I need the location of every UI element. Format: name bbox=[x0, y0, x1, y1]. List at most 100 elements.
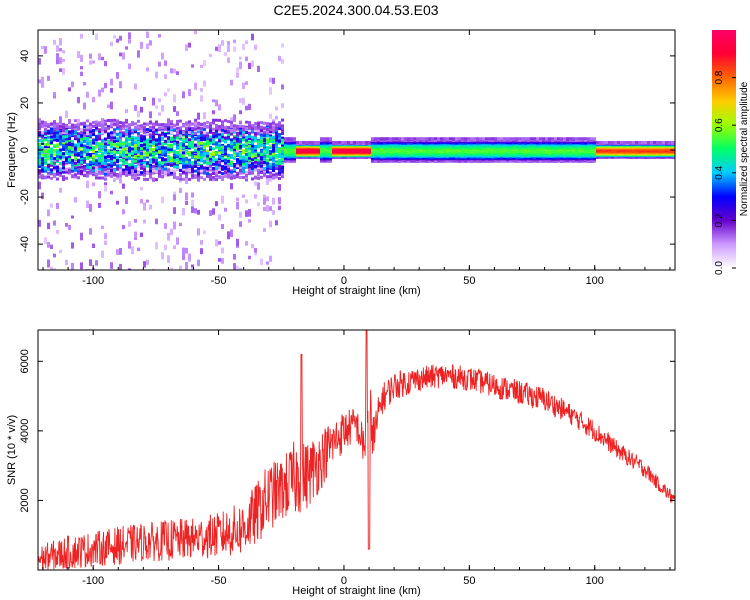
spectrogram-cell bbox=[146, 128, 149, 132]
spectrogram-cell bbox=[137, 171, 140, 175]
spectrogram-cell bbox=[182, 146, 185, 150]
spectrogram-cell bbox=[209, 53, 212, 58]
spectrogram-cell bbox=[245, 152, 248, 156]
spectrogram-cell bbox=[263, 162, 266, 166]
spectrogram-cell bbox=[140, 166, 143, 170]
spectrogram-cell bbox=[236, 238, 239, 246]
spectrogram-cell bbox=[155, 128, 158, 132]
spectrogram-cell bbox=[83, 131, 86, 135]
spectrogram-cell bbox=[158, 112, 161, 116]
spectrogram-cell bbox=[209, 152, 212, 156]
spectrogram-cell bbox=[254, 133, 257, 137]
spectrogram-cell bbox=[71, 175, 74, 179]
spectrogram-cell bbox=[80, 141, 83, 145]
spectrogram-cell bbox=[179, 160, 182, 164]
spectrogram-cell bbox=[224, 125, 227, 129]
spectrogram-cell bbox=[146, 122, 149, 126]
spectrogram-cell bbox=[218, 137, 221, 141]
spectrogram-cell bbox=[278, 139, 281, 143]
spectrogram-cell bbox=[254, 137, 257, 141]
spectrogram-cell bbox=[395, 137, 398, 141]
spectrogram-cell bbox=[71, 262, 74, 270]
spectrogram-cell bbox=[68, 134, 71, 138]
spectrogram-cell bbox=[137, 127, 140, 131]
spectrogram-cell bbox=[140, 164, 143, 168]
spectrogram-cell bbox=[74, 168, 77, 172]
spectrogram-cell bbox=[248, 168, 251, 172]
spectrogram-cell bbox=[221, 178, 224, 182]
spectrogram-cell bbox=[44, 124, 47, 128]
spectrogram-cell bbox=[170, 120, 173, 124]
spectrogram-cell bbox=[410, 137, 413, 141]
spectrogram-cell bbox=[374, 137, 377, 141]
spectrogram-cell bbox=[110, 118, 113, 122]
spectrogram-cell bbox=[179, 154, 182, 158]
spectrogram-cell bbox=[197, 158, 200, 162]
spectrogram-cell bbox=[188, 133, 191, 137]
spectrogram-cell bbox=[110, 101, 113, 110]
spectrogram-cell bbox=[62, 125, 65, 129]
spectrogram-cell bbox=[263, 194, 266, 200]
spectrogram-cell bbox=[230, 120, 233, 124]
spectrogram-cell bbox=[134, 129, 137, 133]
spectrogram-cell bbox=[158, 136, 161, 140]
spectrogram-cell bbox=[197, 142, 200, 146]
spectrogram-cell bbox=[122, 161, 125, 165]
spectrogram-cell bbox=[248, 154, 251, 158]
spectrogram-cell bbox=[248, 134, 251, 138]
spectrogram-cell bbox=[257, 176, 260, 180]
spectrogram-cell bbox=[254, 44, 257, 50]
spectrogram-cell bbox=[260, 156, 263, 160]
spectrogram-cell bbox=[98, 89, 101, 97]
spectrogram-cell bbox=[44, 159, 47, 163]
spectrogram-cell bbox=[116, 122, 119, 126]
spectrogram-cell bbox=[110, 190, 113, 195]
spectrogram-cell bbox=[248, 218, 251, 223]
spectrogram-cell bbox=[248, 171, 251, 175]
spectrogram-cell bbox=[98, 191, 101, 199]
spectrogram-cell bbox=[182, 247, 185, 255]
spectrogram-cell bbox=[44, 166, 47, 170]
spectrogram-cell bbox=[101, 157, 104, 161]
spectrogram-cell bbox=[278, 124, 281, 128]
spectrogram-cell bbox=[104, 165, 107, 169]
spectrogram-cell bbox=[86, 165, 89, 169]
spectrogram-cell bbox=[455, 137, 458, 141]
spectrogram-cell bbox=[239, 171, 242, 175]
spectrogram-cell bbox=[182, 164, 185, 168]
spectrogram-cell bbox=[281, 147, 284, 153]
spectrogram-cell bbox=[329, 137, 332, 141]
spectrogram-cell bbox=[203, 122, 206, 126]
spectrogram-cell bbox=[134, 136, 137, 140]
spectrogram-cell bbox=[86, 148, 89, 152]
spectrogram-cell bbox=[218, 175, 221, 179]
spectrogram-cell bbox=[44, 162, 47, 166]
spectrogram-cell bbox=[134, 144, 137, 148]
spectrogram-cell bbox=[140, 136, 143, 140]
spectrogram-cell bbox=[113, 140, 116, 144]
spectrogram-cell bbox=[62, 131, 65, 135]
spectrogram-cell bbox=[41, 79, 44, 88]
spectrogram-cell bbox=[137, 140, 140, 144]
spectrogram-cell bbox=[197, 155, 200, 159]
spectrogram-cell bbox=[215, 46, 218, 51]
spectrogram-cell bbox=[209, 141, 212, 145]
spectrogram-cell bbox=[179, 149, 182, 153]
spectrogram-cell bbox=[152, 122, 155, 126]
spectrogram-cell bbox=[137, 163, 140, 167]
spectrogram-cell bbox=[242, 166, 245, 170]
spectrogram-cell bbox=[227, 41, 230, 46]
spectrogram-cell bbox=[116, 132, 119, 136]
spectrogram-cell bbox=[80, 33, 83, 39]
spectrogram-cell bbox=[92, 130, 95, 134]
spectrogram-cell bbox=[251, 151, 254, 155]
spectrogram-cell bbox=[128, 157, 131, 161]
spectrogram-cell bbox=[158, 123, 161, 127]
spectrogram-cell bbox=[65, 167, 68, 171]
spectrogram-cell bbox=[182, 131, 185, 135]
spectrogram-cell bbox=[281, 157, 284, 161]
spectrogram-cell bbox=[236, 265, 239, 270]
spectrogram-cell bbox=[107, 155, 110, 159]
spectrogram-cell bbox=[239, 211, 242, 218]
